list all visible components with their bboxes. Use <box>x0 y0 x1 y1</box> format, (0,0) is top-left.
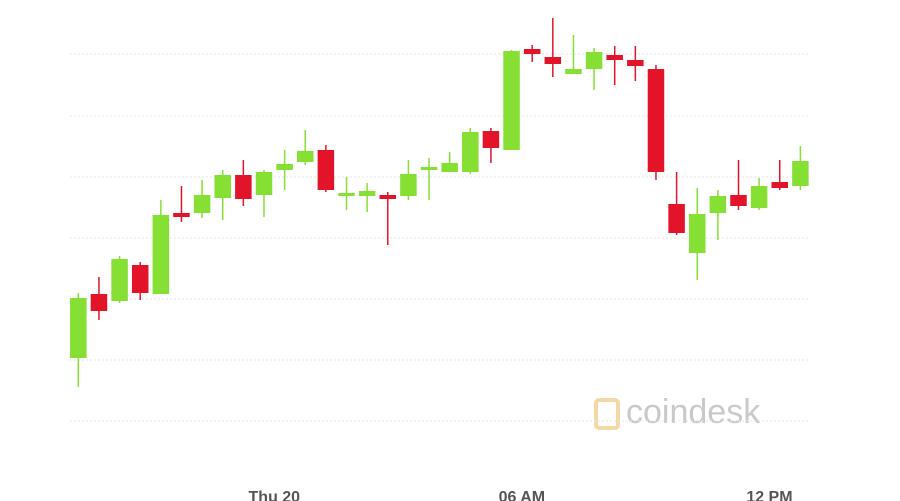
candle-body <box>111 259 128 301</box>
candle-body <box>482 131 500 148</box>
candle-body <box>523 49 541 54</box>
candle-body <box>379 195 397 199</box>
candle-body <box>276 164 293 170</box>
candle-body <box>296 151 314 162</box>
candle-body <box>152 215 170 294</box>
candle-body <box>771 182 789 188</box>
candle-body <box>627 60 644 66</box>
candle-body <box>606 55 623 60</box>
candle-body <box>668 204 685 233</box>
watermark-logo <box>594 398 620 430</box>
candle-body <box>792 161 809 186</box>
candle-body <box>235 175 252 199</box>
candle-body <box>173 213 190 217</box>
candle-body <box>70 298 87 358</box>
candle-body <box>441 163 458 172</box>
watermark: coindesk <box>594 393 761 431</box>
x-tick-label: Thu 20 <box>249 489 301 501</box>
candle-body <box>544 57 562 64</box>
candle-body <box>647 69 665 172</box>
candle-body <box>585 52 603 69</box>
candle-body <box>730 195 747 206</box>
candle-body <box>503 51 520 150</box>
candle-body <box>358 191 376 196</box>
candle-body <box>750 186 768 208</box>
watermark-text: coindesk <box>626 393 761 431</box>
x-tick-label: 06 AM <box>499 489 546 501</box>
candle-body <box>214 175 231 198</box>
candle-body <box>420 167 438 170</box>
candle-body <box>565 69 582 74</box>
candle-body <box>255 172 273 195</box>
candle-body <box>338 193 355 196</box>
candle-body <box>709 196 727 213</box>
candle-body <box>688 214 706 253</box>
candle-body <box>193 195 211 213</box>
x-tick-label: 12 PM <box>746 489 792 501</box>
candle-body <box>131 265 149 293</box>
candle-body <box>90 294 108 311</box>
candle-body <box>317 150 335 190</box>
candle-body <box>462 132 479 172</box>
candle-body <box>400 174 417 196</box>
